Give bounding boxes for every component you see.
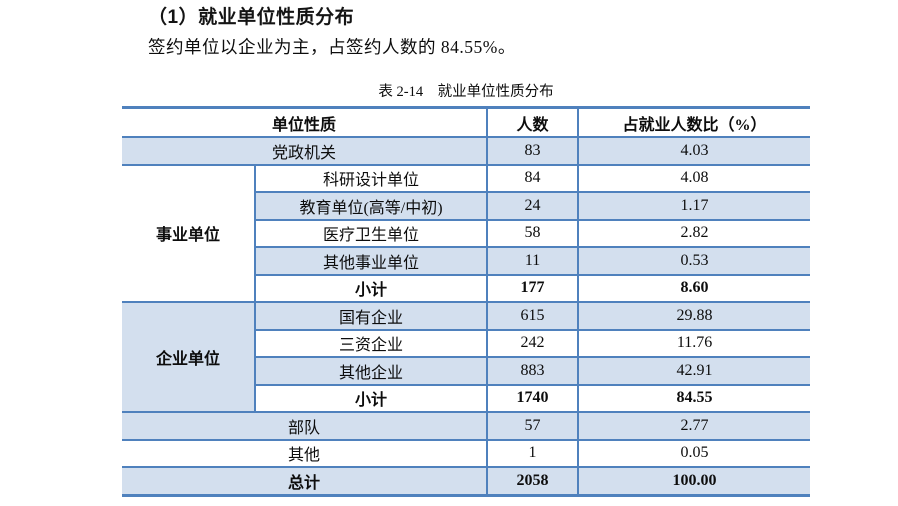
pct-cell: 100.00 — [577, 466, 811, 497]
pct-cell: 8.60 — [577, 273, 811, 303]
section-heading: （1）就业单位性质分布 — [148, 7, 355, 28]
group-label-institution: 事业单位 — [122, 163, 256, 303]
total-row: 总计 2058 100.00 — [122, 466, 811, 497]
count-cell: 883 — [486, 356, 580, 386]
count-cell: 57 — [486, 411, 580, 441]
table-row: 企业单位 国有企业 615 29.88 — [122, 301, 811, 413]
count-cell: 242 — [486, 328, 580, 358]
pct-cell: 0.05 — [577, 438, 811, 468]
pct-cell: 4.03 — [577, 136, 811, 166]
row-label: 教育单位(高等/中初) — [253, 191, 489, 221]
row-label: 其他 — [122, 438, 489, 468]
header-row: 单位性质 人数 占就业人数比（%） — [122, 106, 811, 138]
count-cell: 1740 — [486, 383, 580, 413]
table-row: 其他事业单位 11 0.53 — [122, 246, 811, 276]
table-caption: 表 2-14 就业单位性质分布 — [378, 84, 554, 100]
row-label: 国有企业 — [253, 301, 489, 331]
count-cell: 84 — [486, 163, 580, 193]
pct-cell: 1.17 — [577, 191, 811, 221]
count-cell: 11 — [486, 246, 580, 276]
row-label: 小计 — [253, 383, 489, 413]
count-cell: 615 — [486, 301, 580, 331]
count-cell: 1 — [486, 438, 580, 468]
count-cell: 58 — [486, 218, 580, 248]
subtotal-row: 小计 1740 84.55 — [122, 383, 811, 413]
group-label-enterprise: 企业单位 — [122, 301, 256, 413]
table-row: 其他 1 0.05 — [122, 438, 811, 468]
table-row: 党政机关 83 4.03 — [122, 136, 811, 166]
row-label: 部队 — [122, 411, 489, 441]
pct-cell: 29.88 — [577, 301, 811, 331]
row-label: 科研设计单位 — [253, 163, 489, 193]
table-row: 部队 57 2.77 — [122, 411, 811, 441]
header-percent: 占就业人数比（%） — [577, 106, 811, 138]
pct-cell: 4.08 — [577, 163, 811, 193]
count-cell: 83 — [486, 136, 580, 166]
pct-cell: 84.55 — [577, 383, 811, 413]
body-paragraph: 签约单位以企业为主，占签约人数的 84.55%。 — [148, 37, 516, 57]
row-label: 其他企业 — [253, 356, 489, 386]
pct-cell: 11.76 — [577, 328, 811, 358]
row-label: 其他事业单位 — [253, 246, 489, 276]
table-row: 教育单位(高等/中初) 24 1.17 — [122, 191, 811, 221]
subtotal-row: 小计 177 8.60 — [122, 273, 811, 303]
row-label: 总计 — [122, 466, 489, 497]
header-count: 人数 — [486, 106, 580, 138]
table-row: 其他企业 883 42.91 — [122, 356, 811, 386]
table-row: 医疗卫生单位 58 2.82 — [122, 218, 811, 248]
count-cell: 177 — [486, 273, 580, 303]
pct-cell: 2.77 — [577, 411, 811, 441]
table-row: 三资企业 242 11.76 — [122, 328, 811, 358]
row-label: 医疗卫生单位 — [253, 218, 489, 248]
pct-cell: 0.53 — [577, 246, 811, 276]
header-unit-nature: 单位性质 — [122, 106, 489, 138]
count-cell: 24 — [486, 191, 580, 221]
row-label: 小计 — [253, 273, 489, 303]
row-label: 三资企业 — [253, 328, 489, 358]
count-cell: 2058 — [486, 466, 580, 497]
row-label: 党政机关 — [122, 136, 489, 166]
table-row: 事业单位 科研设计单位 84 4.08 — [122, 163, 811, 303]
unit-nature-table: 单位性质 人数 占就业人数比（%） 党政机关 83 4.03 事业单位 科研设计… — [122, 106, 811, 497]
pct-cell: 42.91 — [577, 356, 811, 386]
pct-cell: 2.82 — [577, 218, 811, 248]
